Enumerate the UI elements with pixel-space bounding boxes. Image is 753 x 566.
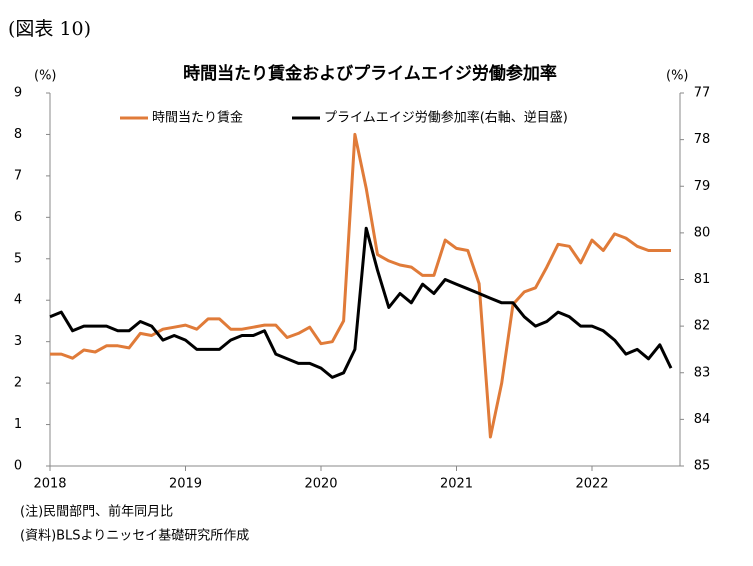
y2-unit: (%): [666, 69, 689, 84]
y2-tick-label: 79: [694, 179, 711, 194]
x-tick-label: 2018: [33, 477, 66, 492]
x-tick-label: 2019: [169, 477, 202, 492]
line: [50, 132, 671, 439]
header: (図表 10): [8, 18, 91, 40]
legend-label: 時間当たり賃金: [152, 110, 243, 126]
legend-label: プライムエイジ労働参加率(右軸、逆目盛): [324, 110, 568, 126]
y-tick-label: 6: [14, 210, 22, 225]
chart-title: 時間当たり賃金およびプライムエイジ労働参加率: [183, 63, 557, 84]
y2-tick-label: 84: [694, 412, 711, 427]
y2-tick-label: 78: [694, 132, 711, 147]
y2-tick-label: 77: [694, 86, 711, 101]
y-tick-label: 2: [14, 376, 22, 391]
y2-tick-label: 80: [694, 225, 711, 240]
y2-tick-label: 82: [694, 319, 711, 334]
y-tick-label: 3: [14, 334, 22, 349]
y-tick-label: 0: [14, 459, 22, 474]
y-tick-label: 9: [14, 86, 22, 101]
y-tick-label: 8: [14, 127, 22, 142]
line: [49, 226, 673, 379]
y-unit: (%): [34, 69, 57, 84]
y2-tick-label: 85: [694, 459, 711, 474]
y-tick-label: 5: [14, 251, 22, 266]
x-tick-label: 2022: [575, 477, 608, 492]
y2-tick-label: 81: [694, 272, 711, 287]
y-tick-label: 7: [14, 168, 22, 183]
y2-tick-label: 83: [694, 365, 711, 380]
note: (資料)BLSよりニッセイ基礎研究所作成: [20, 529, 249, 544]
note: (注)民間部門、前年同月比: [20, 504, 173, 520]
x-tick-label: 2021: [440, 477, 473, 492]
y-tick-label: 4: [14, 293, 22, 308]
y-tick-label: 1: [14, 417, 22, 432]
x-tick-label: 2020: [304, 477, 337, 492]
